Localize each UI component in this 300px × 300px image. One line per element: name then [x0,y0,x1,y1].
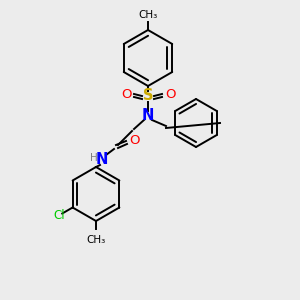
Text: O: O [129,134,139,148]
Text: S: S [143,88,153,104]
Text: CH₃: CH₃ [86,235,106,245]
Text: O: O [165,88,175,101]
Text: H: H [90,153,98,163]
Text: N: N [96,152,108,166]
Text: CH₃: CH₃ [138,10,158,20]
Text: Cl: Cl [53,209,64,222]
Text: N: N [142,109,154,124]
Text: O: O [121,88,131,101]
